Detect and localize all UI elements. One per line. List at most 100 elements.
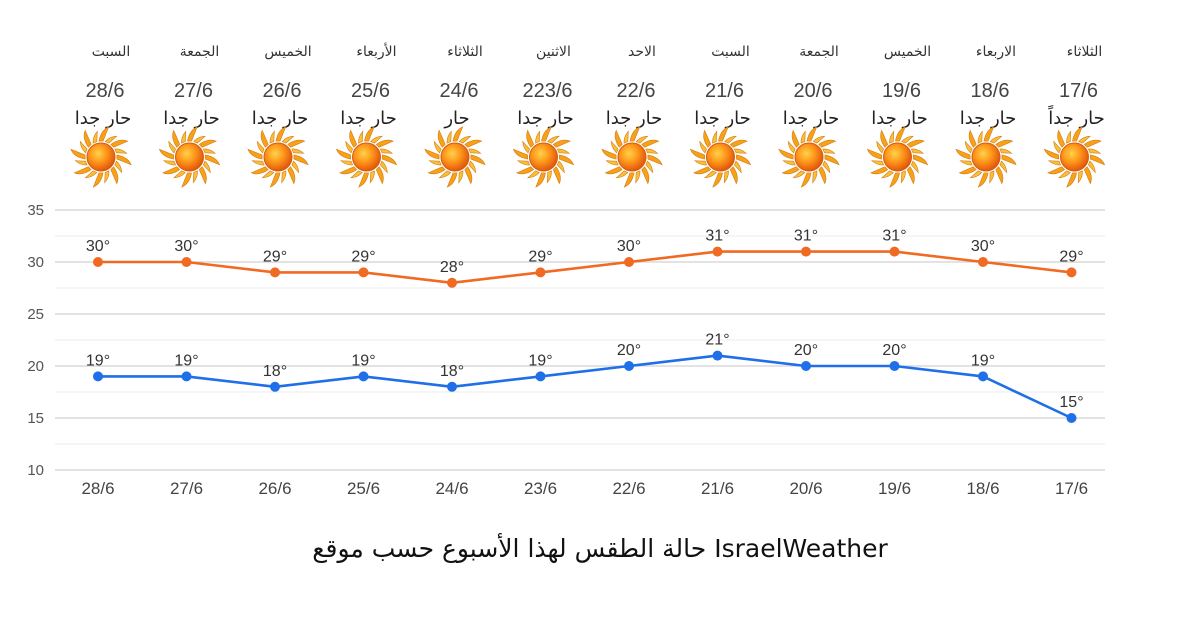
- day-date: 27/6: [174, 80, 213, 102]
- data-label-high: 31°: [882, 228, 906, 245]
- data-label-high: 29°: [351, 248, 375, 265]
- day-name: الاربعاء: [976, 44, 1016, 60]
- data-label-low: 20°: [882, 342, 906, 359]
- day-date: 24/6: [440, 80, 479, 102]
- x-tick-label: 17/6: [1055, 479, 1088, 498]
- series: 30° 30° 29° 29° 28° 29° 30° 31° 31° 31° 30° 29° 19° 1…: [86, 228, 1084, 423]
- data-label-high: 30°: [174, 238, 198, 255]
- data-label-high: 31°: [794, 228, 818, 245]
- data-label-low: 19°: [86, 352, 110, 369]
- data-label-high: 29°: [263, 248, 287, 265]
- data-point-high: [270, 267, 280, 278]
- sun-icon: [1043, 126, 1106, 188]
- data-point-high: [535, 267, 546, 278]
- day-condition: حار جدا: [960, 108, 1017, 129]
- day-name: الاثنين: [536, 44, 571, 60]
- data-label-high: 28°: [440, 259, 464, 276]
- y-tick-label: 30: [27, 254, 44, 271]
- data-label-low: 20°: [617, 342, 641, 359]
- y-tick-label: 20: [27, 358, 44, 375]
- data-label-high: 30°: [617, 238, 641, 255]
- sun-icon: [335, 126, 398, 188]
- data-point-low: [358, 371, 369, 382]
- day-date: 26/6: [263, 80, 302, 102]
- sun-icon: [70, 126, 132, 188]
- data-point-low: [270, 381, 280, 392]
- day-date: 21/6: [705, 80, 744, 102]
- data-point-low: [889, 361, 900, 371]
- data-point-high: [889, 246, 900, 257]
- data-label-low: 18°: [263, 363, 287, 380]
- series-line-low: [98, 354, 1073, 420]
- day-condition: حار جدا: [517, 108, 574, 129]
- data-point-low: [978, 371, 988, 382]
- day-name: السبت: [711, 44, 750, 60]
- day-name: الجمعة: [180, 44, 220, 60]
- data-point-high: [93, 257, 103, 267]
- x-tick-label: 19/6: [878, 479, 911, 498]
- y-tick-label: 35: [27, 202, 44, 219]
- sun-icon: [247, 126, 309, 188]
- data-point-high: [624, 257, 634, 267]
- data-label-low: 21°: [705, 332, 729, 349]
- day-condition: حار جدا: [75, 108, 132, 129]
- data-label-low: 19°: [351, 352, 375, 369]
- sun-icon: [866, 126, 929, 188]
- day-name: الثلاثاء: [1067, 44, 1102, 60]
- day-date: 19/6: [882, 80, 921, 102]
- data-point-low: [712, 350, 723, 361]
- data-point-low: [801, 361, 811, 371]
- data-point-low: [181, 371, 192, 382]
- sun-icon: [955, 126, 1017, 188]
- y-tick-label: 15: [27, 410, 44, 427]
- chart-caption: حالة الطقس لهذا الأسبوع حسب موقع IsraelW…: [312, 534, 888, 563]
- day-condition: حار جدا: [606, 108, 663, 129]
- x-tick-label: 22/6: [612, 479, 645, 498]
- sun-icon: [601, 126, 663, 188]
- x-tick-label: 25/6: [347, 479, 380, 498]
- data-label-low: 18°: [440, 363, 464, 380]
- data-label-high: 31°: [705, 228, 729, 245]
- y-tick-label: 25: [27, 306, 44, 323]
- data-point-high: [447, 277, 457, 288]
- day-condition: حار جدا: [694, 108, 751, 129]
- data-point-high: [181, 257, 192, 267]
- day-name: السبت: [92, 44, 131, 60]
- day-condition: حار: [443, 108, 469, 129]
- day-condition: حار جدا: [340, 108, 397, 129]
- x-tick-label: 24/6: [435, 479, 468, 498]
- data-label-high: 29°: [1059, 248, 1083, 265]
- data-point-low: [93, 371, 103, 382]
- day-date: 18/6: [971, 80, 1010, 102]
- data-label-low: 19°: [528, 352, 552, 369]
- data-label-low: 15°: [1059, 394, 1083, 411]
- x-axis: 28/6 27/6 26/6 25/6 24/6 23/6 22/6 21/6 20/6 19/6…: [81, 479, 1088, 498]
- sun-icon: [689, 126, 752, 188]
- data-point-high: [358, 267, 369, 278]
- x-tick-label: 28/6: [81, 479, 114, 498]
- data-label-high: 29°: [528, 248, 552, 265]
- data-point-low: [447, 381, 457, 392]
- day-condition: حار جدا: [871, 108, 928, 129]
- data-point-high: [978, 257, 988, 267]
- y-tick-label: 10: [27, 462, 44, 479]
- day-name: الخميس: [264, 44, 311, 60]
- x-tick-label: 26/6: [258, 479, 291, 498]
- day-date: 20/6: [794, 80, 833, 102]
- data-point-high: [1066, 267, 1077, 278]
- data-label-low: 20°: [794, 342, 818, 359]
- day-date: 25/6: [351, 80, 390, 102]
- x-tick-label: 20/6: [789, 479, 822, 498]
- x-tick-label: 23/6: [524, 479, 557, 498]
- data-point-low: [535, 371, 546, 382]
- x-tick-label: 18/6: [966, 479, 999, 498]
- sun-icon: [512, 126, 575, 188]
- sun-icon: [424, 126, 486, 188]
- x-tick-label: 21/6: [701, 479, 734, 498]
- day-name: الخميس: [884, 44, 931, 60]
- data-label-low: 19°: [971, 352, 995, 369]
- data-point-low: [624, 361, 634, 371]
- day-name: الثلاثاء: [447, 44, 482, 60]
- day-name: الجمعة: [799, 44, 839, 60]
